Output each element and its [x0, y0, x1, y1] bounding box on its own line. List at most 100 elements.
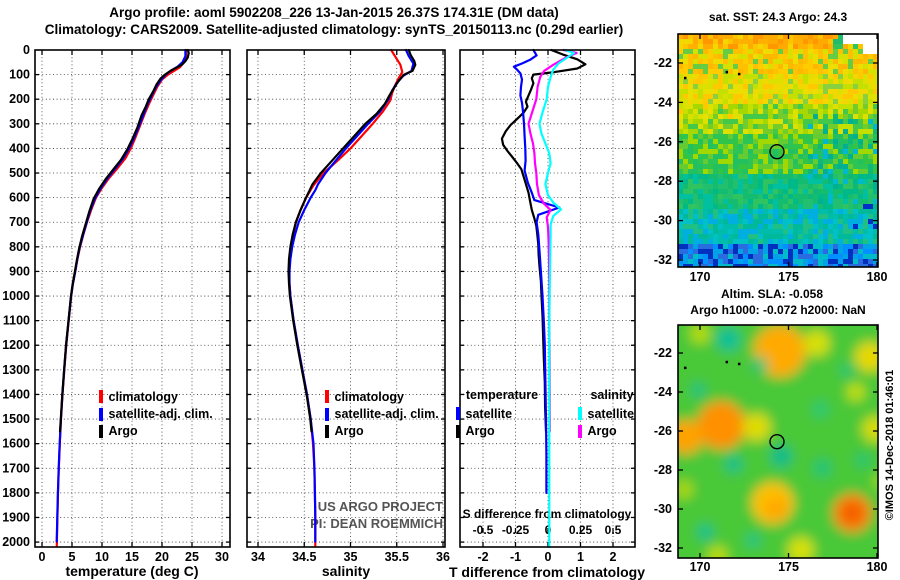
- satellite-adj-line-swatch: [99, 407, 103, 421]
- x-tick-label: 0: [39, 550, 46, 564]
- legend-item-t-satellite: satellite: [456, 405, 548, 422]
- argo-line-swatch: [99, 424, 103, 438]
- island-dot: [737, 362, 741, 366]
- argo-line-swatch: [325, 424, 329, 438]
- diff-curve-t-satellite: [512, 48, 561, 494]
- legend-label: satellite-adj. clim.: [334, 407, 439, 422]
- lat-tick-label: -32: [654, 541, 672, 555]
- x-tick-label: 34: [251, 550, 265, 564]
- profile-curve-satellite-adj-clim-: [55, 48, 187, 543]
- s-satellite-line-swatch: [578, 407, 582, 421]
- legend-label: satellite: [587, 406, 635, 421]
- map-frame: [677, 324, 879, 559]
- s-diff-tick-label: -0.25: [502, 523, 530, 537]
- temperature-axis-label: temperature (deg C): [65, 563, 198, 579]
- depth-tick-label: 800: [9, 240, 30, 254]
- x-tick-label: 5: [69, 550, 76, 564]
- lat-tick-label: -28: [654, 463, 672, 477]
- depth-tick-label: 200: [9, 92, 30, 106]
- salinity-axis-label: salinity: [322, 563, 370, 579]
- depth-tick-label: 1700: [2, 461, 30, 475]
- island-dot: [725, 360, 729, 364]
- difference-legend-temperature-column: temperature satellite Argo: [456, 388, 548, 440]
- x-tick-label: 36: [436, 550, 450, 564]
- s-diff-tick-label: 0: [545, 523, 552, 537]
- t-diff-tick-label: -2: [477, 550, 488, 564]
- x-tick-label: 30: [215, 550, 229, 564]
- lat-tick-label: -22: [654, 346, 672, 360]
- depth-tick-label: 100: [9, 68, 30, 82]
- watermark-line1: US ARGO PROJECT: [318, 499, 443, 514]
- legend-item-s-satellite: satellite: [578, 405, 646, 422]
- diff-curve-s-argo: [527, 48, 578, 433]
- watermark-line2: PI: DEAN ROEMMICH: [310, 516, 443, 531]
- legend-item-argo: Argo: [99, 423, 213, 440]
- s-diff-tick-label: 0.5: [605, 523, 622, 537]
- t-difference-axis-label: T difference from climatology: [449, 564, 645, 580]
- island-dot: [725, 70, 729, 74]
- legend-label: Argo: [465, 424, 495, 439]
- x-tick-label: 25: [185, 550, 199, 564]
- copyright-stamp: ©IMOS 14-Dec-2018 01:46:01: [884, 370, 896, 521]
- sst-heatmap: [678, 34, 878, 267]
- lon-tick-label: 170: [690, 270, 711, 284]
- t-argo-line-swatch: [456, 424, 460, 438]
- lat-tick-label: -22: [654, 56, 672, 70]
- panel-frame: [34, 49, 231, 548]
- s-diff-tick-label: 0.25: [569, 523, 593, 537]
- sst-map-title: sat. SST: 24.3 Argo: 24.3: [709, 10, 848, 24]
- depth-tick-label: 300: [9, 117, 30, 131]
- lat-tick-label: -30: [654, 214, 672, 228]
- sla-map-title-line1: Altim. SLA: -0.058: [721, 287, 823, 301]
- lat-tick-label: -26: [654, 424, 672, 438]
- t-satellite-line-swatch: [456, 407, 460, 421]
- lat-tick-label: -26: [654, 135, 672, 149]
- profile-curve-argo: [58, 48, 190, 433]
- legend-label: climatology: [108, 389, 178, 404]
- profile-curve-climatology: [55, 48, 188, 547]
- depth-tick-label: 2000: [2, 535, 30, 549]
- sla-heatmap: [678, 325, 878, 558]
- depth-tick-label: 400: [9, 141, 30, 155]
- depth-tick-label: 1100: [3, 314, 30, 328]
- depth-tick-label: 900: [9, 264, 30, 278]
- depth-tick-label: 1900: [2, 510, 30, 524]
- float-position-marker: [769, 143, 785, 160]
- x-tick-label: 15: [125, 550, 139, 564]
- legend-label: Argo: [108, 424, 138, 439]
- legend-label: satellite: [465, 406, 513, 421]
- depth-tick-label: 1500: [2, 412, 30, 426]
- island-dot: [683, 76, 687, 80]
- legend-label: satellite-adj. clim.: [108, 407, 213, 422]
- x-tick-label: 20: [155, 550, 169, 564]
- figure-title-line1: Argo profile: aoml 5902208_226 13-Jan-20…: [109, 5, 558, 20]
- depth-tick-label: 500: [9, 166, 30, 180]
- t-diff-tick-label: 1: [577, 550, 584, 564]
- lon-tick-label: 175: [778, 560, 799, 574]
- diff-legend-temperature-header: temperature: [465, 388, 539, 402]
- lat-tick-label: -30: [654, 502, 672, 516]
- lon-tick-label: 175: [778, 270, 799, 284]
- map-frame: [677, 33, 879, 268]
- island-dot: [737, 72, 741, 76]
- x-tick-label: 10: [95, 550, 109, 564]
- t-diff-tick-label: -1: [510, 550, 521, 564]
- profile-curve-argo: [287, 48, 417, 433]
- legend-item-climatology: climatology: [325, 388, 439, 405]
- lat-tick-label: -24: [654, 385, 672, 399]
- float-position-marker: [769, 434, 785, 450]
- depth-tick-label: 1600: [2, 437, 30, 451]
- panel-frame: [459, 49, 636, 548]
- satellite-adj-line-swatch: [325, 407, 329, 421]
- legend-label: climatology: [334, 389, 404, 404]
- lat-tick-label: -32: [654, 253, 672, 267]
- figure-title-line2: Climatology: CARS2009. Satellite-adjuste…: [45, 22, 623, 37]
- legend-item-s-argo: Argo: [578, 422, 646, 439]
- lon-tick-label: 180: [867, 270, 888, 284]
- s-argo-line-swatch: [578, 424, 582, 438]
- profile-curve-climatology: [287, 48, 404, 547]
- depth-tick-label: 1800: [2, 486, 30, 500]
- legend-item-t-argo: Argo: [456, 422, 548, 439]
- s-difference-inner-label: S difference from climatology: [463, 507, 632, 521]
- legend-item-satellite-adj: satellite-adj. clim.: [99, 405, 213, 422]
